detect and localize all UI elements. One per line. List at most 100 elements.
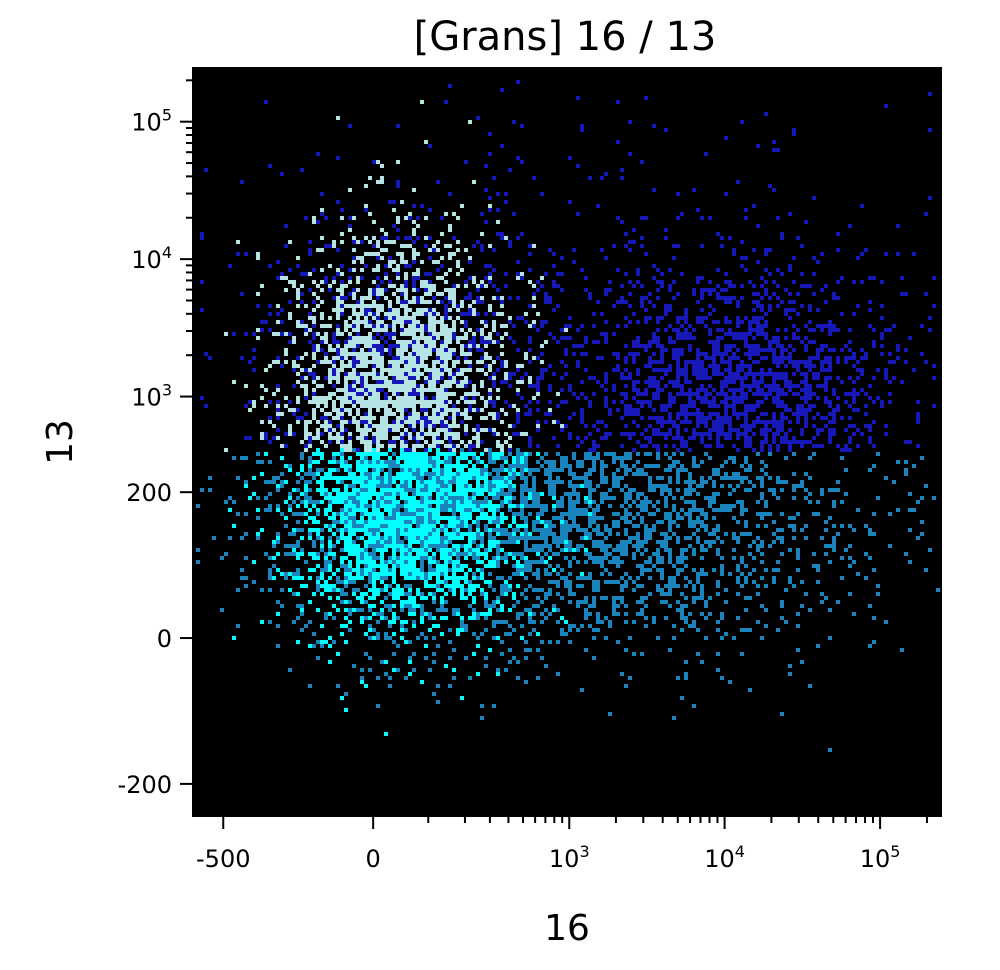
heatmap-cell [532, 520, 536, 524]
heatmap-cell [544, 524, 548, 528]
heatmap-cell [700, 420, 704, 424]
heatmap-cell [492, 480, 496, 484]
heatmap-cell [728, 504, 732, 508]
heatmap-cell [764, 432, 768, 436]
heatmap-cell [560, 480, 564, 484]
heatmap-cell [516, 612, 520, 616]
heatmap-cell [580, 464, 584, 468]
heatmap-cell [728, 368, 732, 372]
heatmap-cell [772, 420, 776, 424]
heatmap-cell [532, 620, 536, 624]
heatmap-cell [828, 636, 832, 640]
heatmap-cell [768, 340, 772, 344]
heatmap-cell [572, 352, 576, 356]
heatmap-cell [884, 476, 888, 480]
heatmap-cell [644, 508, 648, 512]
heatmap-cell [416, 532, 420, 536]
heatmap-cell [552, 540, 556, 544]
heatmap-cell [384, 572, 388, 576]
heatmap-cell [808, 608, 812, 612]
heatmap-cell [700, 508, 704, 512]
heatmap-cell [556, 468, 560, 472]
heatmap-cell [652, 620, 656, 624]
heatmap-cell [768, 248, 772, 252]
heatmap-cell [816, 372, 820, 376]
heatmap-cell [820, 444, 824, 448]
heatmap-cell [640, 584, 644, 588]
heatmap-cell [684, 308, 688, 312]
heatmap-cell [836, 444, 840, 448]
heatmap-cell [580, 460, 584, 464]
heatmap-cell [420, 484, 424, 488]
heatmap-cell [752, 568, 756, 572]
heatmap-cell [492, 600, 496, 604]
heatmap-cell [488, 540, 492, 544]
heatmap-cell [704, 480, 708, 484]
heatmap-cell [828, 420, 832, 424]
heatmap-cell [372, 612, 376, 616]
heatmap-cell [788, 344, 792, 348]
heatmap-cell [684, 412, 688, 416]
heatmap-cell [584, 512, 588, 516]
heatmap-cell [652, 416, 656, 420]
heatmap-cell [524, 608, 528, 612]
heatmap-cell [376, 524, 380, 528]
heatmap-cell [684, 404, 688, 408]
heatmap-cell [572, 508, 576, 512]
heatmap-cell [388, 496, 392, 500]
heatmap-cell [656, 560, 660, 564]
heatmap-cell [496, 484, 500, 488]
heatmap-cell [804, 488, 808, 492]
heatmap-cell [812, 552, 816, 556]
heatmap-cell [748, 328, 752, 332]
heatmap-cell [660, 352, 664, 356]
heatmap-cell [564, 372, 568, 376]
heatmap-cell [660, 476, 664, 480]
heatmap-cell [748, 388, 752, 392]
heatmap-cell [852, 312, 856, 316]
heatmap-cell [600, 564, 604, 568]
heatmap-cell [732, 344, 736, 348]
heatmap-cell [556, 404, 560, 408]
heatmap-cell [720, 352, 724, 356]
heatmap-cell [656, 508, 660, 512]
heatmap-cell [508, 500, 512, 504]
heatmap-cell [340, 536, 344, 540]
heatmap-cell [556, 504, 560, 508]
heatmap-cell [868, 528, 872, 532]
heatmap-cell [768, 452, 772, 456]
heatmap-cell [352, 472, 356, 476]
heatmap-cell [740, 556, 744, 560]
heatmap-cell [428, 508, 432, 512]
heatmap-cell [728, 680, 732, 684]
heatmap-cell [740, 332, 744, 336]
heatmap-cell [400, 556, 404, 560]
heatmap-cell [796, 612, 800, 616]
heatmap-cell [828, 428, 832, 432]
heatmap-cell [696, 392, 700, 396]
heatmap-cell [688, 516, 692, 520]
heatmap-cell [624, 396, 628, 400]
heatmap-cell [240, 576, 244, 580]
heatmap-cell [568, 500, 572, 504]
heatmap-cell [692, 432, 696, 436]
heatmap-cell [580, 476, 584, 480]
heatmap-cell [752, 380, 756, 384]
heatmap-cell [536, 328, 540, 332]
heatmap-cell [744, 340, 748, 344]
heatmap-cell [524, 504, 528, 508]
heatmap-cell [724, 432, 728, 436]
heatmap-cell [660, 560, 664, 564]
heatmap-cell [436, 608, 440, 612]
heatmap-cell [728, 484, 732, 488]
heatmap-cell [824, 368, 828, 372]
heatmap-cell [688, 484, 692, 488]
heatmap-cell [832, 504, 836, 508]
heatmap-cell [712, 388, 716, 392]
heatmap-cell [616, 640, 620, 644]
heatmap-cell [668, 524, 672, 528]
heatmap-cell [400, 564, 404, 568]
heatmap-cell [700, 484, 704, 488]
heatmap-cell [776, 268, 780, 272]
heatmap-cell [792, 412, 796, 416]
